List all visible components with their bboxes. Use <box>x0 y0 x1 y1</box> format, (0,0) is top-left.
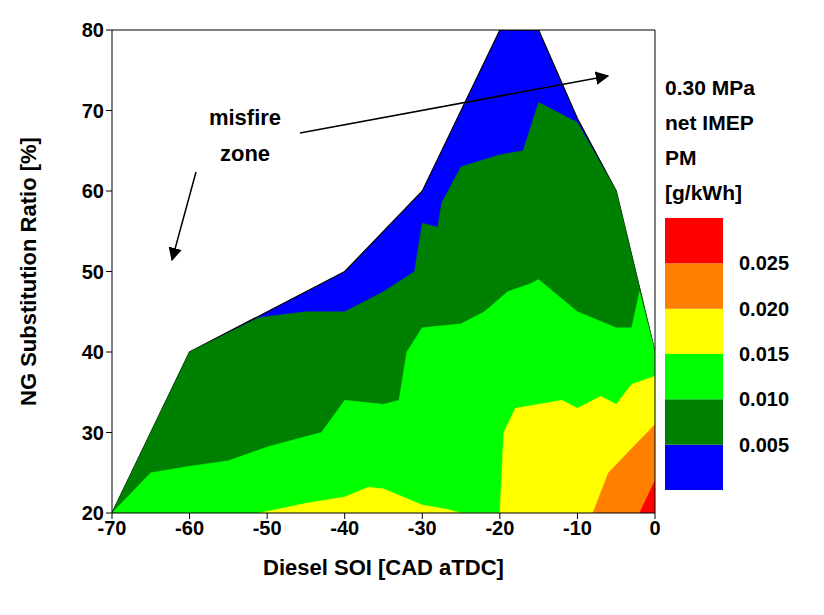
svg-text:50: 50 <box>82 261 104 283</box>
svg-text:-60: -60 <box>175 517 204 539</box>
svg-text:60: 60 <box>82 180 104 202</box>
svg-text:0.025: 0.025 <box>739 252 789 274</box>
svg-text:PM: PM <box>665 146 697 169</box>
svg-text:zone: zone <box>220 141 270 166</box>
svg-text:-10: -10 <box>563 517 592 539</box>
svg-text:30: 30 <box>82 422 104 444</box>
svg-text:0.010: 0.010 <box>739 388 789 410</box>
svg-text:80: 80 <box>82 19 104 41</box>
svg-text:0.015: 0.015 <box>739 343 789 365</box>
svg-text:0.020: 0.020 <box>739 298 789 320</box>
svg-text:40: 40 <box>82 341 104 363</box>
svg-text:70: 70 <box>82 100 104 122</box>
svg-text:0: 0 <box>649 517 660 539</box>
svg-text:[g/kWh]: [g/kWh] <box>665 181 742 204</box>
svg-text:Diesel SOI [CAD aTDC]: Diesel SOI [CAD aTDC] <box>263 555 504 580</box>
svg-text:-40: -40 <box>330 517 359 539</box>
svg-text:-30: -30 <box>408 517 437 539</box>
svg-text:-50: -50 <box>253 517 282 539</box>
svg-text:-70: -70 <box>97 517 127 540</box>
svg-text:0.30 MPa: 0.30 MPa <box>665 76 755 99</box>
svg-text:0.005: 0.005 <box>739 434 789 456</box>
svg-text:-20: -20 <box>485 517 514 539</box>
svg-text:misfire: misfire <box>209 105 281 130</box>
svg-text:net IMEP: net IMEP <box>665 111 754 134</box>
svg-text:NG Substitution Ratio [%]: NG Substitution Ratio [%] <box>16 137 41 406</box>
svg-text:20: 20 <box>82 502 104 524</box>
